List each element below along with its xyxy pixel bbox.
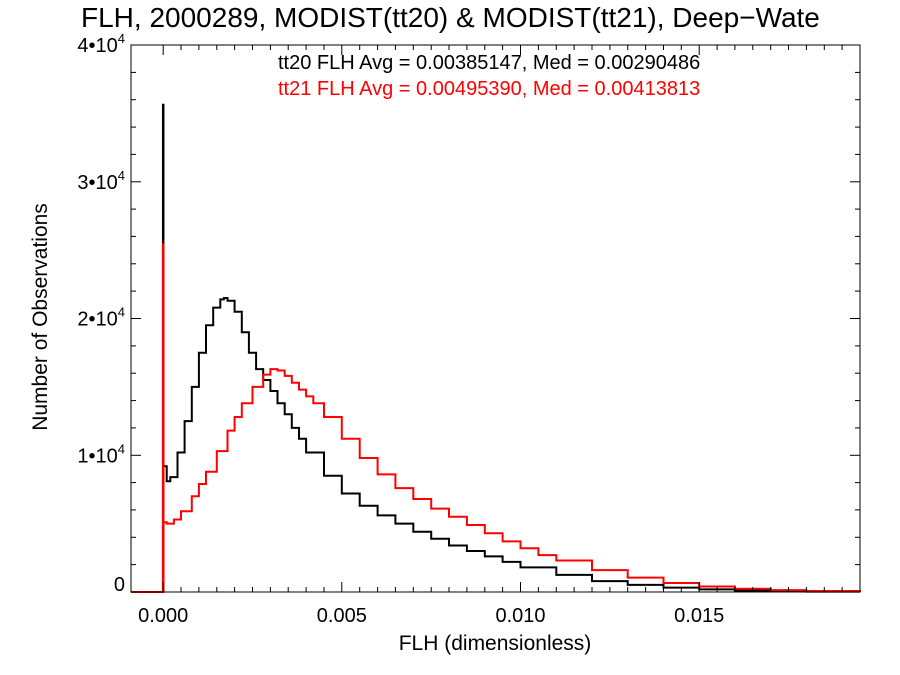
annotation-group: tt20 FLH Avg = 0.00385147, Med = 0.00290… — [278, 52, 700, 100]
x-axis-label: FLH (dimensionless) — [399, 632, 592, 655]
chart-title: FLH, 2000289, MODIST(tt20) & MODIST(tt21… — [81, 2, 820, 33]
stats-annotation-1: tt20 FLH Avg = 0.00385147, Med = 0.00290… — [278, 52, 700, 74]
y-tick-label: 4•104 — [77, 31, 125, 57]
x-tick-label: 0.005 — [317, 605, 367, 627]
y-tick-label: 2•104 — [77, 305, 125, 331]
x-tick-label: 0.015 — [674, 605, 724, 627]
y-axis-label: Number of Observations — [29, 203, 52, 431]
x-tick-label: 0.000 — [138, 605, 188, 627]
y-tick-label: 1•104 — [77, 441, 125, 467]
axes-group: 0.000 0.005 0.010 0.015 0 1•104 2•104 3•104 4•10… — [77, 31, 861, 627]
stats-annotation-2: tt21 FLH Avg = 0.00495390, Med = 0.00413… — [278, 78, 700, 100]
series-group — [131, 103, 861, 593]
series-1-line — [131, 297, 861, 593]
y-tick-label: 0 — [114, 574, 125, 596]
x-tick-label: 0.010 — [495, 605, 545, 627]
series-2-line — [131, 368, 861, 593]
y-tick-label: 3•104 — [77, 168, 125, 194]
